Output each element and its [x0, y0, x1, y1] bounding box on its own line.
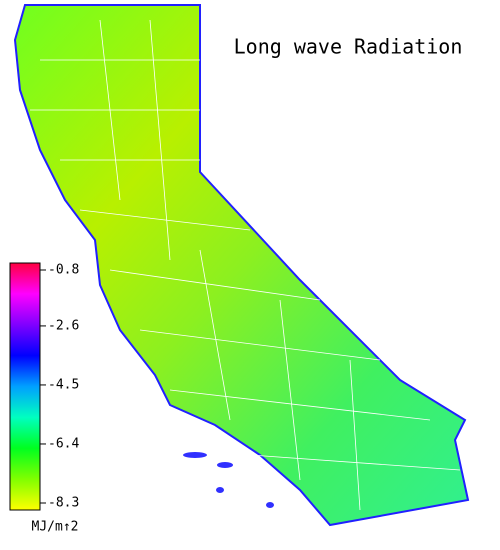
colorbar-tick-label: -4.5	[48, 377, 79, 392]
map-title: Long wave Radiation	[234, 35, 463, 59]
california-map	[13, 4, 470, 527]
colorbar-tick-label: -0.8	[48, 263, 79, 278]
colorbar	[9, 262, 41, 511]
colorbar-tick-label: -8.3	[48, 496, 79, 511]
islands	[183, 452, 274, 508]
colorbar-tick-label: -2.6	[48, 318, 79, 333]
colorbar-unit: MJ/m↑2	[32, 520, 79, 535]
colorbar-tick-label: -6.4	[48, 436, 79, 451]
county-borders	[30, 19, 461, 511]
